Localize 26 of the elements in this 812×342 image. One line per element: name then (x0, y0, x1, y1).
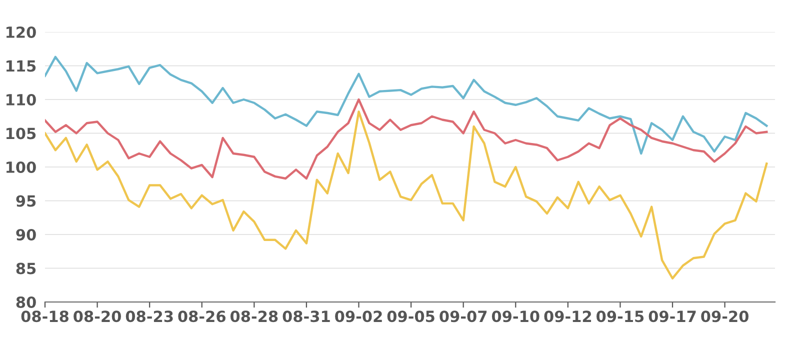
y-tick-label: 115 (6, 60, 36, 72)
y-tick-label: 100 (6, 161, 36, 174)
x-tick-label: 09-12 (544, 310, 592, 322)
x-tick-label: 08-31 (282, 310, 330, 322)
x-tick-label: 09-20 (701, 310, 748, 322)
x-tick-label: 09-02 (335, 310, 382, 322)
x-tick-label: 08-20 (74, 310, 121, 322)
line-series (45, 98, 768, 180)
y-tick-label: 80 (16, 296, 36, 308)
x-tick-label: 09-07 (440, 310, 487, 322)
y-tick-label: 105 (6, 128, 36, 140)
y-tick-label: 90 (16, 228, 36, 241)
line-series (45, 110, 768, 280)
x-tick-label: 09-15 (596, 310, 644, 322)
y-tick-label: 95 (16, 195, 36, 207)
x-tick-label: 09-10 (492, 310, 540, 322)
x-tick-label: 09-17 (648, 310, 696, 322)
x-tick-label: 08-28 (230, 310, 278, 322)
x-tick-label: 09-05 (387, 310, 434, 322)
y-tick-label: 110 (6, 94, 36, 106)
x-tick-label: 08-18 (21, 310, 68, 322)
y-tick-label: 120 (6, 26, 36, 38)
x-tick-label: 08-26 (178, 310, 226, 322)
y-tick-label: 85 (16, 262, 36, 274)
line-series (45, 56, 768, 155)
x-tick-label: 08-23 (126, 310, 173, 322)
